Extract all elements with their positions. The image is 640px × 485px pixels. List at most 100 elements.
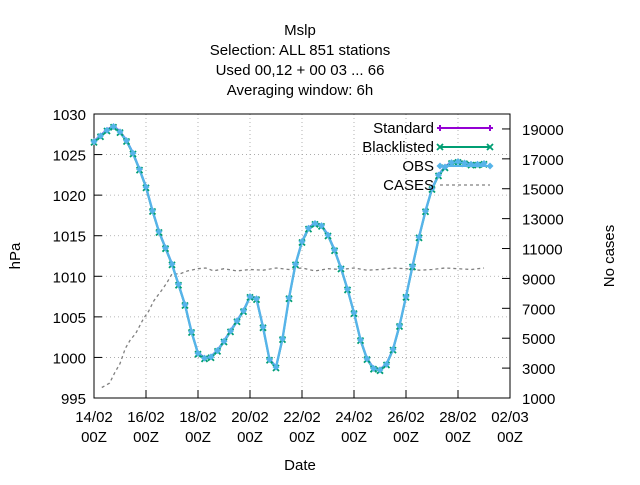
x-tick-label-time: 00Z	[237, 429, 263, 446]
point-obs	[422, 207, 429, 215]
point-obs	[376, 366, 384, 374]
plot-frame	[93, 113, 511, 399]
point-obs	[214, 347, 221, 355]
y2-tick-label: 13000	[522, 212, 564, 229]
point-obs	[357, 336, 364, 344]
point-obs	[246, 293, 254, 301]
x-axis-label: Date	[284, 457, 316, 474]
series-line-cases	[101, 267, 485, 389]
x-tick-label: 20/02	[231, 409, 269, 426]
x-tick-label-time: 00Z	[133, 429, 159, 446]
chart-title: Mslp Selection: ALL 851 stations Used 00…	[210, 22, 390, 99]
y-tick-label: 1000	[53, 350, 86, 367]
point-obs	[298, 238, 306, 246]
point-obs	[337, 264, 345, 272]
y-tick-label: 1030	[53, 107, 86, 124]
point-obs	[142, 183, 150, 191]
point-obs	[162, 244, 169, 252]
point-obs	[103, 126, 111, 134]
legend-marker	[436, 162, 444, 170]
point-obs	[409, 262, 416, 270]
legend-marker	[486, 162, 494, 170]
point-obs	[279, 335, 286, 343]
point-obs	[175, 280, 182, 288]
y-tick-label: 1015	[53, 229, 86, 246]
y-tick-label: 995	[61, 391, 86, 408]
x-tick-label: 26/02	[387, 409, 425, 426]
point-obs	[181, 301, 189, 309]
y2-tick-label: 7000	[522, 301, 555, 318]
title-line-1: Selection: ALL 851 stations	[210, 42, 390, 59]
x-tick-label-time: 00Z	[185, 429, 211, 446]
point-obs	[272, 363, 280, 371]
y-tick-label: 1025	[53, 148, 86, 165]
y-axis: 995 1000 1005 1010 1015 1020 1025 1030	[53, 107, 102, 408]
x-tick-label-time: 00Z	[81, 429, 107, 446]
point-obs	[396, 322, 403, 330]
legend-label: Standard	[373, 120, 434, 137]
y-tick-label: 1005	[53, 310, 86, 327]
y2-tick-label: 5000	[522, 331, 555, 348]
y2-tick-label: 9000	[522, 271, 555, 288]
x-tick-label: 22/02	[283, 409, 321, 426]
x-tick-label-time: 00Z	[393, 429, 419, 446]
title-line-2: Used 00,12 + 00 03 ... 66	[216, 62, 385, 79]
x-tick-label: 14/02	[75, 409, 113, 426]
point-obs	[97, 132, 104, 140]
x-tick-label-time: 00Z	[341, 429, 367, 446]
title-line-0: Mslp	[284, 22, 316, 39]
point-obs	[318, 222, 325, 230]
point-obs	[311, 220, 319, 228]
x-tick-label-time: 00Z	[289, 429, 315, 446]
y2-axis-label: No cases	[601, 225, 618, 288]
point-obs	[383, 360, 390, 368]
point-obs	[292, 260, 299, 268]
point-obs	[389, 345, 397, 353]
point-obs	[259, 323, 267, 331]
point-obs	[123, 137, 130, 145]
point-obs	[90, 138, 98, 146]
point-obs	[331, 246, 338, 254]
x-tick-label: 28/02	[439, 409, 477, 426]
point-obs	[370, 364, 377, 372]
y2-tick-label: 1000	[522, 391, 555, 408]
point-obs	[110, 122, 117, 130]
point-obs	[129, 149, 137, 157]
x-tick-label: 02/03	[491, 409, 529, 426]
point-obs	[305, 224, 312, 232]
point-obs	[116, 128, 124, 136]
point-obs	[155, 228, 163, 236]
point-obs	[227, 327, 234, 335]
legend-label: CASES	[383, 177, 434, 194]
x-tick-label: 18/02	[179, 409, 217, 426]
point-obs	[149, 207, 156, 215]
legend: Standard Blacklisted OBS CASES	[362, 120, 494, 194]
point-obs	[402, 293, 410, 301]
point-obs	[194, 349, 202, 357]
y2-tick-label: 17000	[522, 152, 564, 169]
point-obs	[207, 353, 215, 361]
legend-marker	[437, 125, 443, 131]
point-obs	[136, 165, 143, 173]
point-obs	[201, 354, 208, 362]
y2-tick-label: 15000	[522, 182, 564, 199]
y2-tick-label: 19000	[522, 122, 564, 139]
point-obs	[448, 159, 455, 167]
legend-label: Blacklisted	[362, 139, 434, 156]
point-obs	[415, 233, 423, 241]
point-obs	[188, 328, 195, 336]
legend-label: OBS	[402, 158, 434, 175]
y-tick-label: 1010	[53, 269, 86, 286]
x-tick-label: 24/02	[335, 409, 373, 426]
point-obs	[253, 295, 260, 303]
x-tick-label-time: 00Z	[497, 429, 523, 446]
point-obs	[344, 285, 351, 293]
y2-tick-label: 3000	[522, 361, 555, 378]
grid	[94, 114, 510, 398]
y2-axis: 1000 3000 5000 7000 9000 11000 13000 15000 17000…	[502, 122, 564, 408]
point-obs	[168, 260, 176, 268]
point-obs	[350, 309, 358, 317]
x-axis: 14/02 00Z 16/02 00Z 18/02 00Z 20/02 00Z 22/02 00Z…	[75, 390, 529, 446]
